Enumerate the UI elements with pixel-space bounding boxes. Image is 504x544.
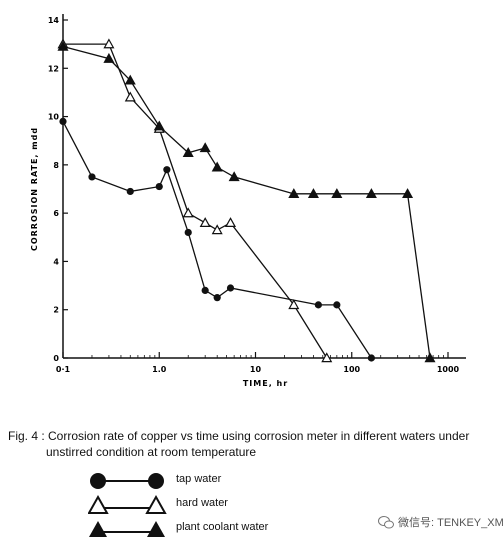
data-point-tap-water: [126, 187, 134, 196]
data-point-hard-water: [224, 217, 237, 227]
watermark-text: 微信号: TENKEY_XM: [398, 517, 504, 529]
filled-triangle-marker-icon: [89, 521, 165, 537]
data-point-plant-coolant-water: [153, 120, 165, 131]
watermark: 微信号: TENKEY_XM: [378, 514, 504, 530]
data-point-plant-coolant-water: [182, 147, 194, 157]
legend-label: hard water: [176, 497, 228, 509]
data-point-plant-coolant-water: [103, 52, 115, 63]
y-tick-label: 2: [53, 306, 59, 315]
data-point-plant-coolant-water: [307, 188, 319, 199]
data-point-hard-water: [124, 91, 136, 102]
chart-axes: 0 2 4 6 8 10 12 14 0·1 1.0 10 100 1000: [48, 14, 466, 374]
data-point-plant-coolant-water: [424, 352, 436, 363]
data-point-plant-coolant-water: [365, 188, 377, 199]
y-tick-label: 14: [48, 16, 60, 25]
corrosion-chart: 0 2 4 6 8 10 12 14 0·1 1.0 10 100 1000 CORROSION RAT…: [30, 14, 466, 388]
y-tick-label: 4: [53, 257, 59, 266]
caption-line-2: unstirred condition at room temperature: [46, 445, 257, 459]
data-point-plant-coolant-water: [402, 188, 414, 199]
data-point-hard-water: [199, 217, 211, 227]
caption-line-1: Fig. 4 : Corrosion rate of copper vs tim…: [8, 429, 470, 443]
open-triangle-marker-icon: [88, 494, 167, 514]
data-point-plant-coolant-water: [331, 188, 343, 199]
legend: tap water hard water plant coolant water: [88, 470, 348, 542]
x-tick-label: 1000: [437, 365, 460, 374]
data-point-tap-water: [184, 228, 192, 237]
data-point-hard-water: [288, 299, 300, 310]
data-point-tap-water: [213, 294, 221, 302]
data-point-hard-water: [103, 38, 115, 49]
legend-item-tap-water: tap water: [88, 470, 348, 492]
data-point-tap-water: [88, 173, 96, 181]
data-point-plant-coolant-water: [199, 142, 211, 153]
data-point-plant-coolant-water: [228, 171, 240, 182]
chart-series: [57, 38, 436, 363]
data-point-hard-water: [321, 352, 333, 363]
data-point-plant-coolant-water: [124, 74, 136, 85]
y-tick-label: 6: [53, 209, 59, 218]
data-point-tap-water: [314, 301, 322, 309]
data-point-hard-water: [211, 224, 223, 235]
data-point-plant-coolant-water: [57, 40, 69, 51]
y-tick-label: 12: [48, 64, 59, 73]
series-line-plant-coolant-water: [62, 45, 431, 359]
wechat-icon: [378, 515, 394, 528]
x-tick-label: 1.0: [152, 365, 167, 374]
data-point-tap-water: [155, 182, 163, 191]
figure-caption: Fig. 4 : Corrosion rate of copper vs tim…: [8, 428, 498, 460]
data-point-tap-water: [226, 284, 235, 292]
data-point-plant-coolant-water: [288, 188, 300, 199]
x-tick-label: 10: [250, 365, 262, 374]
x-tick-label: 100: [343, 365, 360, 374]
data-point-tap-water: [333, 301, 341, 309]
y-tick-label: 10: [48, 113, 60, 122]
series-line-tap-water: [62, 121, 372, 359]
y-axis-label: CORROSION RATE, mdd: [30, 127, 39, 251]
filled-circle-marker-icon: [90, 473, 164, 489]
legend-item-hard-water: hard water: [88, 494, 348, 516]
x-tick-label: 0·1: [56, 365, 71, 374]
data-point-hard-water: [182, 207, 194, 218]
data-point-tap-water: [163, 166, 171, 174]
series-line-hard-water: [63, 43, 328, 359]
data-point-tap-water: [201, 286, 209, 294]
legend-item-plant-coolant-water: plant coolant water: [88, 518, 348, 540]
x-axis-label: TIME, hr: [243, 379, 288, 388]
data-point-plant-coolant-water: [211, 161, 223, 172]
data-point-tap-water: [59, 117, 67, 125]
legend-label: tap water: [176, 473, 222, 485]
y-tick-label: 8: [53, 161, 59, 170]
data-point-tap-water: [367, 354, 375, 362]
legend-label: plant coolant water: [176, 521, 269, 533]
y-tick-label: 0: [53, 354, 59, 363]
